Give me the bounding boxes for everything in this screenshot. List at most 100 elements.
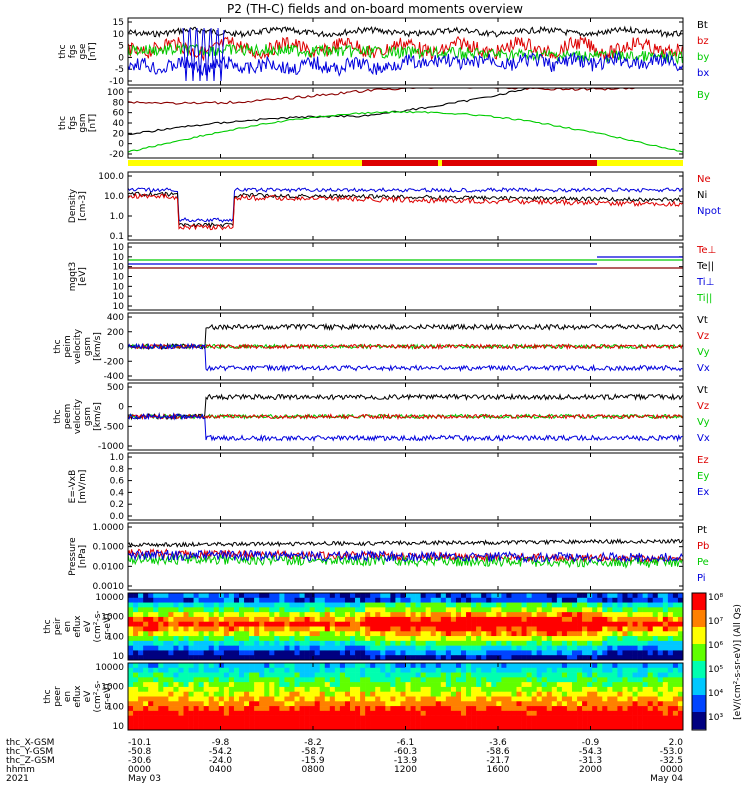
spectrogram-cell xyxy=(294,720,300,726)
spectrogram-cell xyxy=(637,720,643,726)
spectrogram-cell xyxy=(677,640,684,646)
spectrogram-cell xyxy=(415,720,421,726)
spectrogram-cell xyxy=(511,645,517,651)
spectrogram-cell xyxy=(481,612,487,618)
spectrogram-cell xyxy=(395,701,401,707)
spectrogram-cell xyxy=(445,663,452,669)
spectrogram-cell xyxy=(178,706,184,712)
spectrogram-cell xyxy=(370,597,376,603)
spectrogram-cell xyxy=(425,710,432,716)
spectrogram-cell xyxy=(546,640,553,646)
footer-ephemeris: thc_X-GSMthc_Y-GSMthc_Z-GSMhhmm2021-10.1… xyxy=(6,738,683,784)
spectrogram-cell xyxy=(647,650,654,656)
spectrogram-cell xyxy=(445,626,452,632)
spectrogram-cell xyxy=(350,672,356,678)
spectrogram-cell xyxy=(198,655,204,661)
spectrogram-cell xyxy=(244,645,250,651)
spectrogram-cell xyxy=(304,677,310,683)
spectrogram-cell xyxy=(662,710,669,716)
spectrogram-cell xyxy=(158,725,164,731)
spectrogram-cell xyxy=(652,686,659,693)
spectrogram-cell xyxy=(344,725,351,731)
spectrogram-cell xyxy=(380,621,386,627)
spectrogram-cell xyxy=(355,640,361,646)
spectrogram-cell xyxy=(133,701,139,707)
spectrogram-cell xyxy=(632,725,638,731)
spectrogram-cell xyxy=(279,597,285,603)
spectrogram-cell xyxy=(425,602,432,608)
spectrogram-cell xyxy=(344,607,351,613)
spectrogram-cell xyxy=(173,650,179,656)
spectrogram-cell xyxy=(319,696,326,702)
spectrogram-cell xyxy=(471,686,477,693)
panel-ylabel: thc xyxy=(53,339,63,353)
panel-ylabel: thc xyxy=(43,619,53,633)
spectrogram-cell xyxy=(178,667,184,673)
spectrogram-cell xyxy=(380,710,386,716)
spectrogram-cell xyxy=(254,655,260,661)
spectrogram-cell xyxy=(233,725,240,731)
spectrogram-cell xyxy=(677,597,684,603)
spectrogram-cell xyxy=(299,626,305,632)
spectrogram-cell xyxy=(587,640,593,646)
spectrogram-cell xyxy=(133,710,139,716)
spectrogram-cell xyxy=(249,645,255,651)
spectrogram-cell xyxy=(597,597,603,603)
spectrogram-cell xyxy=(264,667,270,673)
spectrogram-cell xyxy=(148,677,154,683)
spectrogram-cell xyxy=(592,650,598,656)
spectrogram-cell xyxy=(627,607,633,613)
spectrogram-cell xyxy=(370,663,376,669)
spectrogram-cell xyxy=(264,602,270,608)
spectrogram-cell xyxy=(319,612,326,618)
spectrogram-cell xyxy=(304,645,310,651)
y-tick-label: 10 xyxy=(113,652,125,662)
spectrogram-cell xyxy=(450,626,457,632)
spectrogram-cell xyxy=(536,621,543,627)
spectrogram-cell xyxy=(466,640,472,646)
spectrogram-cell xyxy=(602,663,608,669)
spectrogram-cell xyxy=(375,640,381,646)
spectrogram-cell xyxy=(259,631,265,637)
spectrogram-cell xyxy=(264,701,270,707)
spectrogram-cell xyxy=(395,725,401,731)
spectrogram-cell xyxy=(405,720,411,726)
spectrogram-cell xyxy=(455,720,462,726)
spectrogram-cell xyxy=(128,650,134,656)
spectrogram-cell xyxy=(536,631,543,637)
spectrogram-cell xyxy=(148,706,154,712)
spectrogram-cell xyxy=(526,640,532,646)
spectrogram-cell xyxy=(213,715,220,721)
spectrogram-cell xyxy=(183,710,189,716)
spectrogram-cell xyxy=(365,621,371,627)
spectrogram-cell xyxy=(561,682,568,688)
spectrogram-cell xyxy=(370,696,376,702)
spectrogram-cell xyxy=(587,720,593,726)
spectrogram-cell xyxy=(183,612,189,618)
spectrogram-cell xyxy=(188,677,194,683)
spectrogram-cell xyxy=(133,612,139,618)
spectrogram-cell xyxy=(259,640,265,646)
spectrogram-cell xyxy=(344,636,351,642)
spectrogram-cell xyxy=(501,631,507,637)
spectrogram-cell xyxy=(183,636,189,642)
spectrogram-cell xyxy=(183,640,189,646)
spectrogram-cell xyxy=(521,621,527,627)
spectrogram-cell xyxy=(329,607,336,613)
spectrogram-cell xyxy=(561,631,568,637)
spectrogram-cell xyxy=(551,710,558,716)
spectrogram-cell xyxy=(294,686,300,693)
spectrogram-cell xyxy=(617,621,623,627)
legend-blue: Vx xyxy=(697,433,710,444)
spectrogram-cell xyxy=(415,645,421,651)
y-tick-label: 0.1 xyxy=(110,232,124,242)
spectrogram-cell xyxy=(390,621,396,627)
legend-blue: Ti⊥ xyxy=(696,277,714,288)
spectrogram-cell xyxy=(435,621,442,627)
spectrogram-cell xyxy=(334,607,341,613)
spectrogram-cell xyxy=(233,602,240,608)
spectrogram-cell xyxy=(279,677,285,683)
spectrogram-cell xyxy=(632,602,638,608)
spectrogram-cell xyxy=(289,597,295,603)
spectrogram-cell xyxy=(471,593,477,599)
